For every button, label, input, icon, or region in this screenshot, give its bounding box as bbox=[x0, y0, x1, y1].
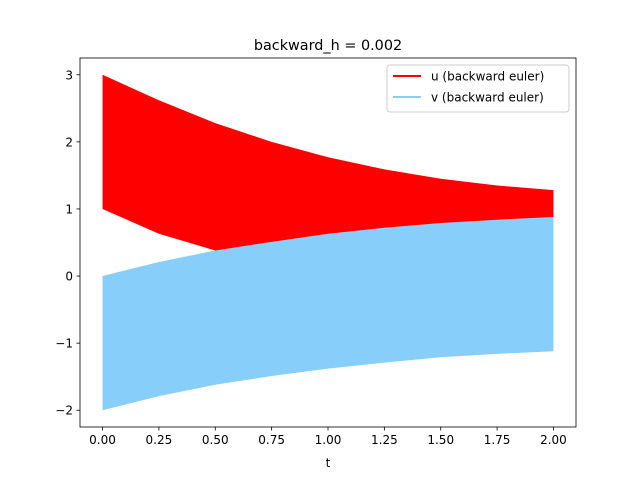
x-tick-label: 0.00 bbox=[89, 433, 116, 447]
x-tick-label: 0.50 bbox=[202, 433, 229, 447]
legend-label-v: v (backward euler) bbox=[431, 91, 544, 105]
y-tick-label: −2 bbox=[55, 404, 73, 418]
x-tick-label: 0.25 bbox=[146, 433, 173, 447]
x-axis-label: t bbox=[326, 456, 331, 470]
legend-label-u: u (backward euler) bbox=[431, 70, 544, 84]
series-band-v bbox=[102, 217, 554, 411]
y-tick-label: 0 bbox=[65, 270, 73, 284]
y-tick-label: 3 bbox=[65, 68, 73, 82]
x-tick-label: 1.25 bbox=[371, 433, 398, 447]
chart-title: backward_h = 0.002 bbox=[254, 38, 402, 54]
x-tick-label: 0.75 bbox=[258, 433, 285, 447]
plot-area: 0.00 0.25 0.50 0.75 1.00 1.25 1.50 1.75 2.00 −2 −1… bbox=[55, 57, 577, 447]
y-tick-label: 2 bbox=[65, 135, 73, 149]
y-tick-label: −1 bbox=[55, 337, 73, 351]
x-tick-label: 1.50 bbox=[427, 433, 454, 447]
x-tick-label: 1.75 bbox=[484, 433, 511, 447]
y-tick-label: 1 bbox=[65, 202, 73, 216]
legend: u (backward euler) v (backward euler) bbox=[386, 64, 570, 113]
legend-frame bbox=[386, 64, 570, 113]
x-tick-label: 2.00 bbox=[540, 433, 567, 447]
series-band-u bbox=[102, 74, 554, 262]
x-tick-label: 1.00 bbox=[315, 433, 342, 447]
